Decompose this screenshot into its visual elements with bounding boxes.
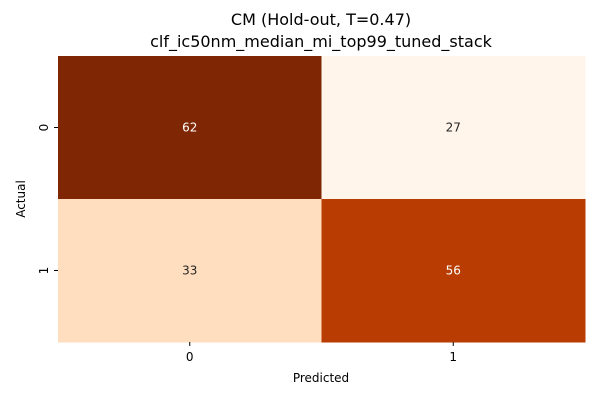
- heatmap-cell-r1-c1: [321, 199, 586, 343]
- y-tick-label: 1: [37, 267, 51, 275]
- cell-value-label: 56: [446, 264, 461, 278]
- x-axis-label: Predicted: [293, 371, 349, 385]
- heatmap-cell-labels: 62 27 33 56: [182, 121, 461, 278]
- heatmap-cell-r0-c1: [321, 56, 586, 200]
- y-tick-label: 0: [37, 124, 51, 132]
- heatmap-cell-r0-c0: [58, 56, 322, 200]
- y-axis-label: Actual: [14, 180, 28, 218]
- heatmap-cell-r1-c0: [58, 199, 322, 343]
- x-tick-label: 0: [186, 350, 194, 364]
- y-axis-ticks: 01: [37, 124, 58, 275]
- heatmap-cells: [58, 56, 586, 343]
- x-tick-label: 1: [449, 350, 457, 364]
- cell-value-label: 62: [182, 121, 197, 135]
- chart-subtitle: clf_ic50nm_median_mi_top99_tuned_stack: [150, 32, 493, 52]
- cell-value-label: 33: [182, 264, 197, 278]
- chart-title: CM (Hold-out, T=0.47): [231, 10, 411, 29]
- cell-value-label: 27: [446, 121, 461, 135]
